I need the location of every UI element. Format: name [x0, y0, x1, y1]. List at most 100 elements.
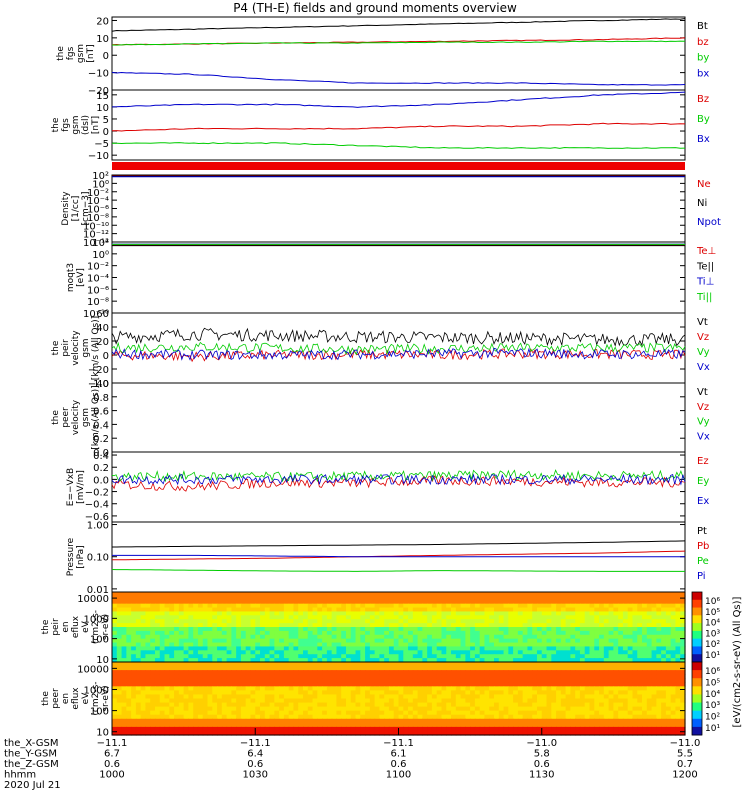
heatmap-cell	[159, 615, 166, 620]
heatmap-cell	[341, 714, 347, 720]
heatmap-cell	[322, 650, 328, 655]
heatmap-cell	[360, 642, 366, 648]
heatmap-cell	[288, 599, 295, 605]
heatmap-cell	[207, 726, 213, 732]
heatmap-cell	[293, 662, 299, 667]
heatmap-cell	[131, 686, 137, 691]
heatmap-cell	[412, 694, 419, 700]
heatmap-cell	[178, 702, 185, 708]
heatmap-cell	[384, 730, 390, 736]
heatmap-cell	[307, 670, 314, 675]
heatmap-cell	[274, 634, 280, 640]
heatmap-cell	[470, 646, 476, 651]
heatmap-cell	[551, 646, 557, 651]
heatmap-cell	[188, 611, 194, 616]
heatmap-cell	[546, 666, 552, 671]
heatmap-cell	[255, 678, 261, 683]
heatmap-cell	[508, 674, 514, 679]
heatmap-cell	[431, 646, 438, 651]
heatmap-cell	[412, 718, 419, 724]
heatmap-cell	[250, 666, 256, 671]
heatmap-cell	[451, 650, 457, 655]
heatmap-cell	[303, 726, 309, 732]
heatmap-cell	[307, 638, 314, 644]
heatmap-cell	[269, 611, 275, 616]
heatmap-cell	[231, 619, 237, 624]
y-tick-label: 10	[96, 103, 109, 114]
heatmap-cell	[637, 642, 643, 648]
heatmap-cell	[446, 694, 452, 700]
heatmap-cell	[379, 682, 385, 687]
heatmap-cell	[121, 662, 127, 667]
heatmap-cell	[197, 706, 204, 712]
heatmap-cell	[637, 638, 643, 644]
heatmap-cell	[326, 650, 333, 655]
heatmap-cell	[360, 710, 366, 716]
heatmap-cell	[494, 638, 500, 644]
heatmap-cell	[398, 642, 404, 648]
heatmap-cell	[279, 670, 285, 675]
heatmap-cell	[608, 654, 614, 659]
heatmap-cell	[508, 611, 514, 616]
heatmap-cell	[188, 650, 194, 655]
heatmap-cell	[680, 706, 686, 712]
heatmap-cell	[489, 623, 495, 628]
heatmap-cell	[408, 726, 414, 732]
heatmap-cell	[632, 595, 638, 601]
heatmap-cell	[283, 630, 290, 636]
heatmap-cell	[503, 674, 509, 679]
heatmap-cell	[642, 638, 648, 644]
heatmap-cell	[642, 615, 648, 620]
heatmap-cell	[498, 627, 505, 632]
heatmap-cell	[384, 615, 390, 620]
heatmap-cell	[150, 702, 156, 708]
heatmap-cell	[579, 674, 586, 679]
heatmap-cell	[622, 599, 629, 605]
heatmap-cell	[260, 666, 266, 671]
heatmap-cell	[661, 634, 667, 640]
heatmap-cell	[283, 623, 290, 628]
heatmap-cell	[642, 670, 648, 675]
heatmap-cell	[527, 714, 533, 720]
heatmap-cell	[193, 690, 199, 696]
heatmap-cell	[264, 642, 271, 648]
heatmap-cell	[446, 658, 452, 663]
heatmap-cell	[183, 726, 189, 732]
heatmap-cell	[646, 690, 653, 696]
heatmap-cell	[479, 599, 486, 605]
heatmap-cell	[680, 646, 686, 651]
heatmap-cell	[365, 592, 371, 597]
heatmap-cell	[627, 690, 634, 696]
heatmap-cell	[594, 670, 600, 675]
heatmap-cell	[536, 722, 543, 728]
heatmap-cell	[522, 666, 529, 671]
heatmap-cell	[116, 702, 123, 708]
heatmap-cell	[613, 694, 619, 700]
heatmap-cell	[551, 726, 557, 732]
heatmap-cell	[665, 646, 672, 651]
heatmap-cell	[159, 666, 166, 671]
heatmap-cell	[240, 650, 247, 655]
heatmap-cell	[279, 730, 285, 736]
heatmap-cell	[599, 627, 605, 632]
heatmap-cell	[360, 718, 366, 724]
heatmap-cell	[355, 706, 361, 712]
heatmap-cell	[408, 714, 414, 720]
heatmap-cell	[164, 710, 170, 716]
heatmap-cell	[455, 627, 462, 632]
heatmap-cell	[231, 730, 237, 736]
heatmap-cell	[145, 726, 151, 732]
heatmap-cell	[365, 698, 371, 704]
heatmap-cell	[298, 682, 304, 687]
heatmap-cell	[560, 698, 567, 704]
heatmap-cell	[188, 662, 194, 667]
heatmap-cell	[451, 662, 457, 667]
heatmap-cell	[570, 634, 576, 640]
heatmap-cell	[197, 650, 204, 655]
heatmap-cell	[116, 615, 123, 620]
heatmap-cell	[341, 702, 347, 708]
heatmap-cell	[503, 718, 509, 724]
legend-pi: Pi	[697, 571, 706, 582]
heatmap-cell	[369, 686, 376, 691]
heatmap-cell	[579, 722, 586, 728]
